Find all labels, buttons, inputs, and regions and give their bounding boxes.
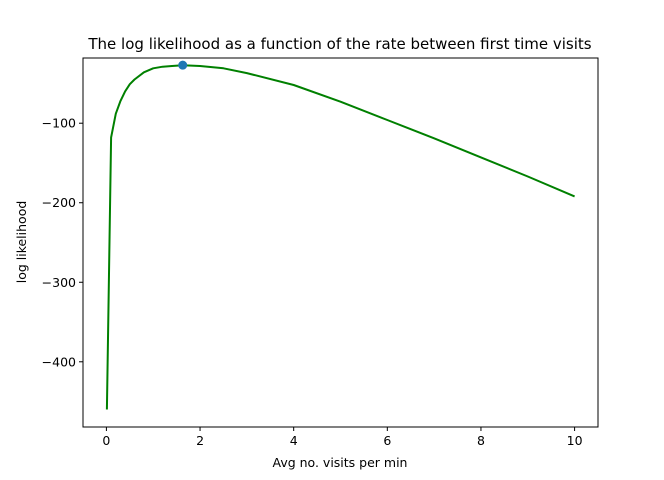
x-tick-label: 2: [196, 433, 204, 448]
x-tick-label: 8: [477, 433, 485, 448]
y-axis-ticks: −100 −200 −300 −400: [42, 116, 83, 369]
plot-area-frame: [82, 57, 599, 428]
log-likelihood-series-line: [105, 64, 575, 410]
x-tick-label: 0: [102, 433, 110, 448]
max-likelihood-point: [178, 60, 188, 70]
y-tick-label: −200: [42, 195, 76, 210]
x-axis-ticks: 0 2 4 6 8 10: [102, 427, 583, 448]
x-tick-label: 4: [290, 433, 298, 448]
y-tick-label: −300: [42, 275, 76, 290]
chart-title: The log likelihood as a function of the …: [87, 35, 591, 53]
x-axis-label: Avg no. visits per min: [273, 455, 408, 470]
y-tick-label: −400: [42, 354, 76, 369]
x-tick-label: 6: [383, 433, 391, 448]
x-tick-label: 10: [567, 433, 583, 448]
y-tick-label: −100: [42, 116, 76, 131]
series-layer: [105, 60, 575, 410]
y-axis-label: log likelihood: [14, 201, 29, 284]
